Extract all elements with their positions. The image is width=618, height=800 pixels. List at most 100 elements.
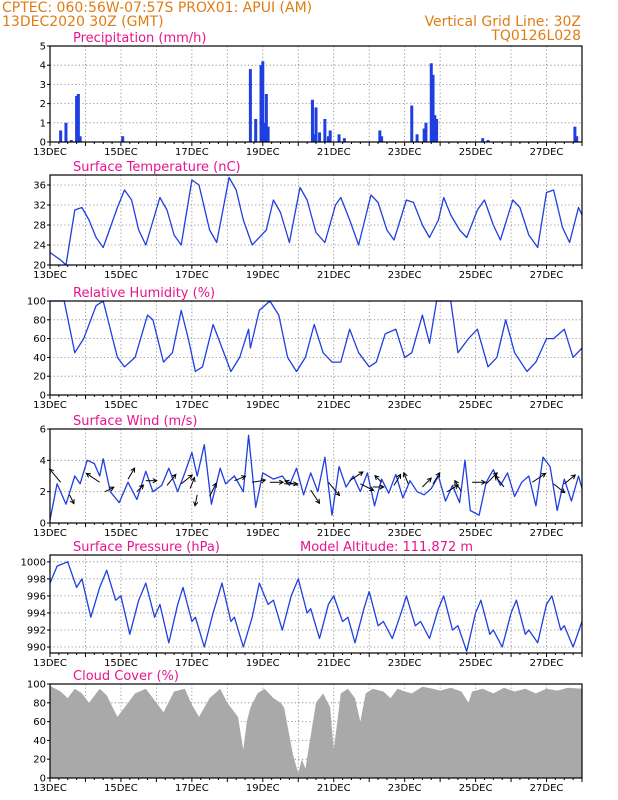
cloud-xtick-label: 19DEC bbox=[246, 783, 280, 794]
wind-vector bbox=[86, 473, 100, 483]
wind-vector-head bbox=[69, 499, 75, 505]
precipitation-bar bbox=[312, 134, 316, 142]
pressure-xtick-label: 17DEC bbox=[175, 658, 209, 669]
precipitation-bar bbox=[486, 140, 490, 142]
wind-vector-head bbox=[139, 484, 145, 490]
wind-vector-head bbox=[240, 475, 247, 481]
precipitation-ytick-label: 2 bbox=[40, 99, 46, 110]
humidity-xtick-label: 25DEC bbox=[459, 400, 493, 411]
wind-title: Surface Wind (m/s) bbox=[73, 414, 197, 429]
precipitation-title: Precipitation (mm/h) bbox=[73, 31, 206, 46]
temperature-ytick-label: 36 bbox=[33, 181, 46, 192]
precipitation-ytick-label: 3 bbox=[40, 80, 46, 91]
pressure-xtick-label: 21DEC bbox=[317, 658, 351, 669]
wind-vector-head bbox=[541, 472, 547, 478]
wind-vector-head bbox=[260, 478, 267, 484]
wind-vector-head bbox=[369, 486, 375, 492]
precipitation-xtick-label: 17DEC bbox=[175, 147, 209, 158]
precipitation-bar bbox=[318, 132, 322, 142]
precipitation-bar bbox=[378, 130, 382, 142]
precipitation-bar bbox=[69, 140, 73, 142]
temperature-xtick-label: 13DEC bbox=[33, 270, 67, 281]
precipitation-bar bbox=[575, 136, 579, 142]
humidity-title: Relative Humidity (%) bbox=[73, 286, 215, 301]
precipitation-xtick-label: 25DEC bbox=[459, 147, 493, 158]
humidity-ytick-label: 40 bbox=[33, 353, 46, 364]
wind-vector bbox=[485, 472, 498, 485]
wind-vector bbox=[284, 480, 299, 486]
precipitation-xtick-label: 13DEC bbox=[33, 147, 67, 158]
temperature-xtick-label: 27DEC bbox=[530, 270, 564, 281]
pressure-xtick-label: 23DEC bbox=[388, 658, 422, 669]
wind-vector-head bbox=[481, 479, 487, 485]
precipitation-bar bbox=[248, 69, 252, 142]
pressure-xtick-label: 19DEC bbox=[246, 658, 280, 669]
wind-vector bbox=[328, 481, 340, 496]
precipitation-bar bbox=[254, 118, 258, 142]
temperature-ytick-label: 28 bbox=[33, 221, 46, 232]
wind-vector-head bbox=[560, 488, 566, 494]
cloud-xtick-label: 23DEC bbox=[388, 783, 422, 794]
cloud-title: Cloud Cover (%) bbox=[73, 669, 179, 684]
humidity-ytick-label: 60 bbox=[33, 334, 46, 345]
wind-vector bbox=[454, 480, 462, 492]
precipitation-bar bbox=[429, 63, 433, 142]
precipitation-xtick-label: 21DEC bbox=[317, 147, 351, 158]
header-line1-right: Vertical Grid Line: 30Z bbox=[424, 14, 581, 30]
wind-vector-head bbox=[187, 474, 194, 480]
precipitation-bar bbox=[410, 105, 414, 142]
wind-vector-head bbox=[284, 479, 290, 485]
temperature-ytick-label: 24 bbox=[33, 241, 46, 252]
precipitation-bar bbox=[422, 128, 426, 142]
wind-xtick-label: 19DEC bbox=[246, 528, 280, 539]
wind-vector bbox=[393, 474, 402, 486]
precipitation-bar bbox=[314, 107, 318, 142]
humidity-panel: Relative Humidity (%) 0 20 40 60 80 100 13DEC 15… bbox=[27, 286, 583, 411]
wind-vector bbox=[446, 484, 459, 493]
precipitation-bar bbox=[263, 122, 267, 142]
precipitation-bar bbox=[261, 61, 265, 142]
pressure-xtick-label: 27DEC bbox=[530, 658, 564, 669]
precipitation-bar bbox=[121, 136, 125, 142]
temperature-xtick-label: 21DEC bbox=[317, 270, 351, 281]
wind-vector bbox=[194, 494, 198, 506]
cloud-ytick-label: 60 bbox=[33, 717, 46, 728]
wind-vector bbox=[494, 475, 505, 488]
wind-vector bbox=[432, 472, 441, 485]
cloud-area bbox=[50, 685, 582, 778]
temperature-xtick-label: 19DEC bbox=[246, 270, 280, 281]
cloud-ytick-label: 40 bbox=[33, 736, 46, 747]
pressure-xtick-label: 15DEC bbox=[104, 658, 138, 669]
pressure-frame bbox=[49, 554, 583, 654]
cloud-xtick-label: 17DEC bbox=[175, 783, 209, 794]
precipitation-ytick-label: 5 bbox=[40, 42, 46, 53]
temperature-xtick-label: 23DEC bbox=[388, 270, 422, 281]
precipitation-bar bbox=[78, 136, 82, 142]
temperature-ytick-label: 32 bbox=[33, 201, 46, 212]
temperature-xtick-label: 17DEC bbox=[175, 270, 209, 281]
precipitation-bar bbox=[310, 99, 314, 142]
precipitation-bar bbox=[433, 115, 437, 142]
cloud-ytick-label: 100 bbox=[27, 680, 46, 691]
wind-xtick-label: 15DEC bbox=[104, 528, 138, 539]
wind-vector bbox=[403, 472, 409, 485]
humidity-ytick-label: 20 bbox=[33, 372, 46, 383]
wind-vector bbox=[349, 471, 364, 482]
precipitation-panel: Precipitation (mm/h) 0 1 2 3 4 5 13DEC 15DEC 17DE… bbox=[33, 31, 583, 158]
humidity-xtick-label: 19DEC bbox=[246, 400, 280, 411]
cloud-xtick-label: 25DEC bbox=[459, 783, 493, 794]
wind-vector-head bbox=[494, 475, 500, 481]
temperature-ytick-label: 20 bbox=[33, 261, 46, 272]
precipitation-bar bbox=[415, 134, 419, 142]
pressure-ytick-label: 996 bbox=[27, 591, 46, 602]
precipitation-bar bbox=[64, 122, 68, 142]
humidity-frame bbox=[49, 300, 583, 396]
temperature-title: Surface Temperature (nC) bbox=[73, 160, 241, 175]
wind-vector bbox=[166, 474, 177, 486]
wind-ytick-label: 4 bbox=[40, 456, 46, 467]
wind-vector bbox=[127, 467, 136, 480]
precipitation-ytick-label: 0 bbox=[40, 138, 46, 149]
precipitation-bar bbox=[259, 65, 263, 142]
humidity-ytick-label: 80 bbox=[33, 315, 46, 326]
wind-xtick-label: 13DEC bbox=[33, 528, 67, 539]
